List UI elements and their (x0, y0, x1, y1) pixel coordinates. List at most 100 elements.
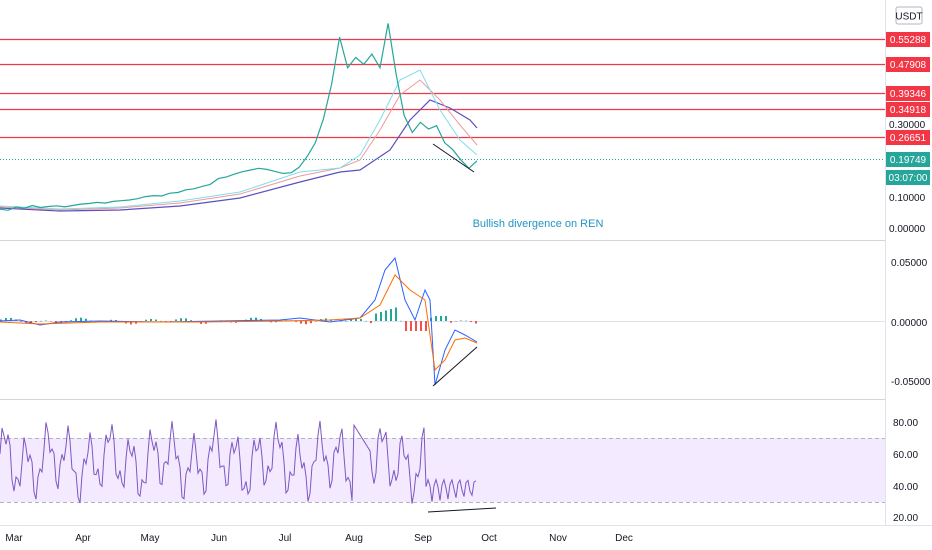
macd-hist-bar (185, 318, 187, 321)
ma-slow-line (0, 99, 478, 212)
price-tick-1: 0.10000 (889, 193, 926, 204)
macd-hist-bar (70, 320, 72, 321)
macd-hist-bar (170, 320, 172, 322)
macd-hist-bar (465, 320, 467, 322)
resistance-badge-3 (886, 86, 930, 101)
macd-hist-bar (345, 320, 347, 322)
macd-hist-bar (355, 318, 357, 321)
macd-hist-bar (340, 321, 342, 322)
price-tick-0: 0.30000 (889, 120, 926, 131)
price-series-line (0, 23, 478, 211)
month-label-sep: Sep (414, 533, 432, 544)
month-label-mar: Mar (5, 533, 23, 544)
ma-fast-line (0, 69, 478, 210)
rsi-line (0, 419, 477, 504)
macd-hist-bar (445, 316, 447, 321)
macd-hist-bar (115, 319, 117, 321)
macd-hist-bar (385, 310, 387, 321)
macd-hist-bar (400, 320, 402, 322)
resistance-label-4: 0.34918 (890, 105, 927, 116)
macd-line (0, 256, 478, 386)
rsi-band (0, 438, 885, 502)
macd-tick-1: 0.00000 (891, 318, 928, 329)
resistance-badge-1 (886, 32, 930, 47)
macd-divergence-trendline[interactable] (432, 346, 478, 387)
macd-hist-bar (180, 318, 182, 321)
macd-hist-bar (390, 309, 392, 321)
macd-hist-bar (275, 321, 277, 323)
macd-hist-bar (110, 319, 112, 321)
month-label-jul: Jul (279, 533, 292, 544)
macd-hist-bar (315, 321, 317, 322)
macd-histogram (0, 307, 477, 331)
resistance-label-2: 0.47908 (890, 60, 927, 71)
rsi-tick-3: 20.00 (893, 513, 918, 524)
month-label-aug: Aug (345, 533, 363, 544)
macd-hist-bar (255, 317, 257, 321)
macd-hist-bar (420, 321, 422, 331)
macd-signal-line (0, 274, 478, 372)
macd-hist-bar (410, 321, 412, 331)
countdown-badge (886, 170, 930, 185)
month-label-apr: Apr (75, 533, 91, 544)
month-label-oct: Oct (481, 533, 497, 544)
macd-hist-bar (300, 321, 302, 324)
ma-mid-line (0, 79, 478, 211)
macd-hist-bar (160, 320, 162, 322)
resistance-lines (0, 38, 885, 139)
macd-hist-bar (375, 313, 377, 321)
macd-hist-bar (310, 321, 312, 324)
macd-hist-bar (45, 320, 47, 322)
rsi-tick-0: 80.00 (893, 418, 918, 429)
macd-hist-bar (380, 312, 382, 321)
macd-hist-bar (10, 317, 12, 321)
macd-hist-bar (270, 321, 272, 323)
macd-hist-bar (80, 317, 82, 321)
macd-tick-0: 0.05000 (891, 258, 928, 269)
macd-hist-bar (350, 319, 352, 321)
last-price-badge (886, 152, 930, 167)
resistance-badge-4 (886, 102, 930, 117)
rsi-tick-1: 60.00 (893, 450, 918, 461)
macd-hist-bar (145, 319, 147, 321)
macd-hist-bar (450, 321, 452, 323)
macd-hist-bar (155, 319, 157, 321)
macd-hist-bar (455, 321, 457, 322)
month-label-jun: Jun (211, 533, 227, 544)
macd-hist-bar (360, 319, 362, 321)
macd-hist-bar (295, 321, 297, 322)
price-divergence-trendline[interactable] (432, 143, 475, 173)
resistance-label-5: 0.26651 (890, 133, 927, 144)
macd-hist-bar (165, 321, 167, 322)
macd-hist-bar (75, 318, 77, 321)
macd-hist-bar (55, 321, 57, 323)
month-label-dec: Dec (615, 533, 633, 544)
macd-hist-bar (30, 321, 32, 324)
macd-hist-bar (85, 318, 87, 321)
time-axis: Mar Apr May Jun Jul Aug Sep Oct Nov Dec (5, 533, 633, 544)
macd-hist-bar (50, 321, 52, 322)
macd-hist-bar (425, 321, 427, 331)
macd-hist-bar (370, 321, 372, 324)
last-price-label: 0.19749 (890, 155, 927, 166)
rsi-divergence-trendline[interactable] (427, 507, 497, 513)
price-tick-2: 0.00000 (889, 224, 926, 235)
macd-hist-bar (250, 317, 252, 321)
resistance-badge-2 (886, 57, 930, 72)
macd-hist-bar (305, 321, 307, 325)
macd-hist-bar (40, 320, 42, 322)
macd-hist-bar (20, 321, 22, 322)
annotation-text[interactable]: Bullish divergence on REN (473, 218, 604, 230)
macd-hist-bar (470, 321, 472, 323)
resistance-badge-5 (886, 130, 930, 145)
currency-badge[interactable]: USDT (895, 6, 923, 25)
rsi-tick-2: 40.00 (893, 482, 918, 493)
macd-hist-bar (460, 320, 462, 322)
currency-label: USDT (895, 12, 922, 23)
macd-hist-bar (0, 319, 2, 321)
month-label-may: May (141, 533, 160, 544)
countdown-label: 03:07:00 (889, 173, 928, 184)
macd-hist-bar (25, 321, 27, 324)
macd-hist-bar (5, 318, 7, 321)
